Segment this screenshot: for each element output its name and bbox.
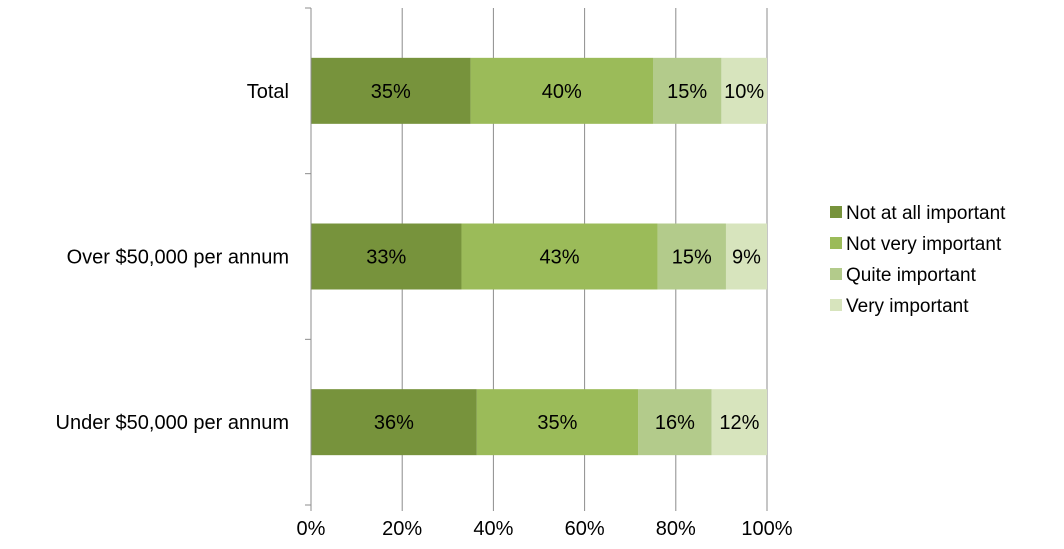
legend-label: Very important [846,296,969,317]
bar-segment [653,57,722,124]
bar-segment [476,389,639,456]
legend-swatch [830,268,842,280]
bar-segment [638,389,712,456]
data-label: 10% [724,81,764,103]
data-label: 15% [667,81,707,103]
bar-segment [657,223,726,290]
legend-swatch [830,237,842,249]
legend: Not at all important Not very important Qu… [830,203,1006,317]
bar-segment [311,389,477,456]
x-tick-label: 20% [382,518,422,540]
x-tick-label: 80% [656,518,696,540]
data-label: 40% [542,81,582,103]
bar-segment [470,57,653,124]
legend-label: Not at all important [846,203,1006,224]
x-tick-label: 40% [473,518,513,540]
category-label: Over $50,000 per annum [67,247,289,269]
data-label: 35% [537,412,577,434]
data-label: 15% [672,247,712,269]
category-label: Under $50,000 per annum [56,412,290,434]
data-label: 12% [719,412,759,434]
bar-segment [461,223,658,290]
data-label: 9% [732,247,761,269]
data-label: 16% [655,412,695,434]
bar-segment [711,389,767,456]
legend-label: Not very important [846,234,1002,255]
bar-segment [311,57,471,124]
x-tick-label: 0% [297,518,326,540]
legend-swatch [830,299,842,311]
legend-swatch [830,206,842,218]
axes: 0% 20% 40% 60% 80% 100% [297,7,793,540]
x-tick-label: 100% [741,518,792,540]
data-label: 35% [371,81,411,103]
data-label: 43% [540,247,580,269]
category-label: Total [247,81,289,103]
bar-segment [725,223,767,290]
labels: Total 35% 40% 15% 10% Over $50,000 per annum 3… [56,81,765,434]
bars [311,57,767,456]
bar-segment [311,223,462,290]
legend-label: Quite important [846,265,977,286]
x-tick-label: 60% [565,518,605,540]
bar-segment [721,57,767,124]
data-label: 36% [374,412,414,434]
data-label: 33% [366,247,406,269]
